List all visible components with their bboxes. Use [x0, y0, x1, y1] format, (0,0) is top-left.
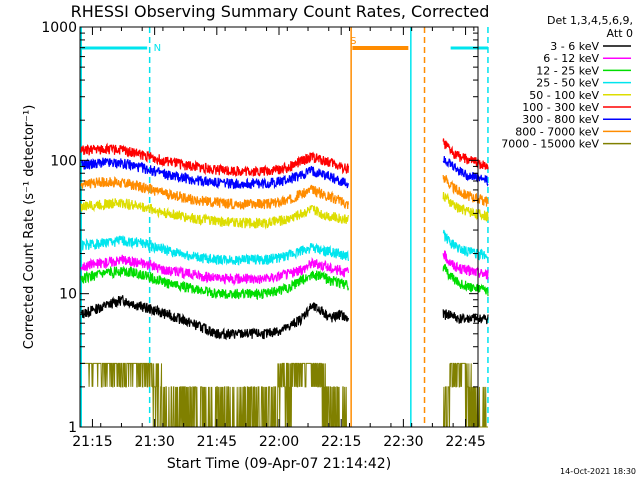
series-line-25-50-kev-a — [80, 235, 349, 266]
x-tick-label-2: 21:45 — [197, 434, 237, 450]
legend-header-line-1: Det 1,3,4,5,6,9, — [547, 14, 633, 27]
legend-label-100-300-kev: 100 - 300 keV — [522, 101, 599, 114]
legend-header-line-2: Att 0 — [607, 27, 633, 40]
x-tick-label-4: 22:15 — [321, 434, 361, 450]
legend-label-300-800-kev: 300 - 800 keV — [522, 113, 599, 126]
flag-label-s: S — [350, 36, 356, 47]
legend-label-3-6-kev: 3 - 6 keV — [550, 40, 599, 53]
series-line-300-800-kev-b — [442, 155, 489, 187]
legend-label-25-50-kev: 25 - 50 keV — [536, 77, 599, 90]
series-line-12-25-kev-b — [442, 263, 489, 297]
x-tick-label-3: 22:00 — [259, 434, 299, 450]
x-tick-label-6: 22:45 — [445, 434, 485, 450]
series-line-3-6-kev-a — [80, 295, 349, 341]
series-line-6-12-kev-b — [442, 250, 489, 280]
series-line-50-100-kev-a — [80, 198, 349, 230]
legend-label-6-12-kev: 6 - 12 keV — [543, 52, 599, 65]
y-tick-label-0: 1 — [68, 420, 77, 436]
marker-lines — [80, 27, 489, 427]
series-line-800-7000-kev-a — [80, 176, 349, 210]
series-line-100-300-kev-b — [442, 138, 489, 170]
series-line-3-6-kev-b — [442, 309, 489, 325]
x-tick-label-0: 21:15 — [72, 434, 112, 450]
series-line-6-12-kev-a — [80, 254, 349, 287]
series-line-25-50-kev-b — [442, 229, 489, 262]
x-axis-label: Start Time (09-Apr-07 21:14:42) — [167, 456, 391, 472]
series-group — [80, 138, 489, 428]
footer-date: 14-Oct-2021 18:30 — [560, 467, 636, 476]
series-line-7000-15000-kev-b — [443, 362, 488, 428]
series-line-800-7000-kev-b — [442, 174, 489, 207]
series-line-100-300-kev-a — [80, 142, 349, 178]
y-axis-label: Corrected Count Rate (s⁻¹ detector⁻¹) — [22, 105, 37, 350]
x-tick-label-1: 21:30 — [134, 434, 174, 450]
flag-label-n: N — [154, 43, 161, 54]
series-line-50-100-kev-b — [442, 191, 489, 222]
chart-title: RHESSI Observing Summary Count Rates, Co… — [71, 2, 490, 21]
legend-label-7000-15000-kev: 7000 - 15000 keV — [501, 138, 599, 151]
y-tick-label-3: 1000 — [41, 20, 77, 36]
series-line-7000-15000-kev-a — [81, 362, 349, 428]
series-line-12-25-kev-a — [80, 265, 349, 301]
series-line-300-800-kev-a — [80, 157, 349, 190]
axis-ticks: 21:15 21:30 21:45 22:00 22:15 22:30 22:45 1 10 10… — [41, 20, 485, 450]
x-tick-label-5: 22:30 — [383, 434, 423, 450]
legend-label-12-25-kev: 12 - 25 keV — [536, 64, 599, 77]
y-tick-label-1: 10 — [59, 287, 77, 303]
flag-bars: NS — [81, 36, 488, 54]
y-tick-label-2: 100 — [50, 153, 77, 169]
legend-label-800-7000-kev: 800 - 7000 keV — [515, 125, 599, 138]
legend-label-50-100-kev: 50 - 100 keV — [529, 89, 599, 102]
